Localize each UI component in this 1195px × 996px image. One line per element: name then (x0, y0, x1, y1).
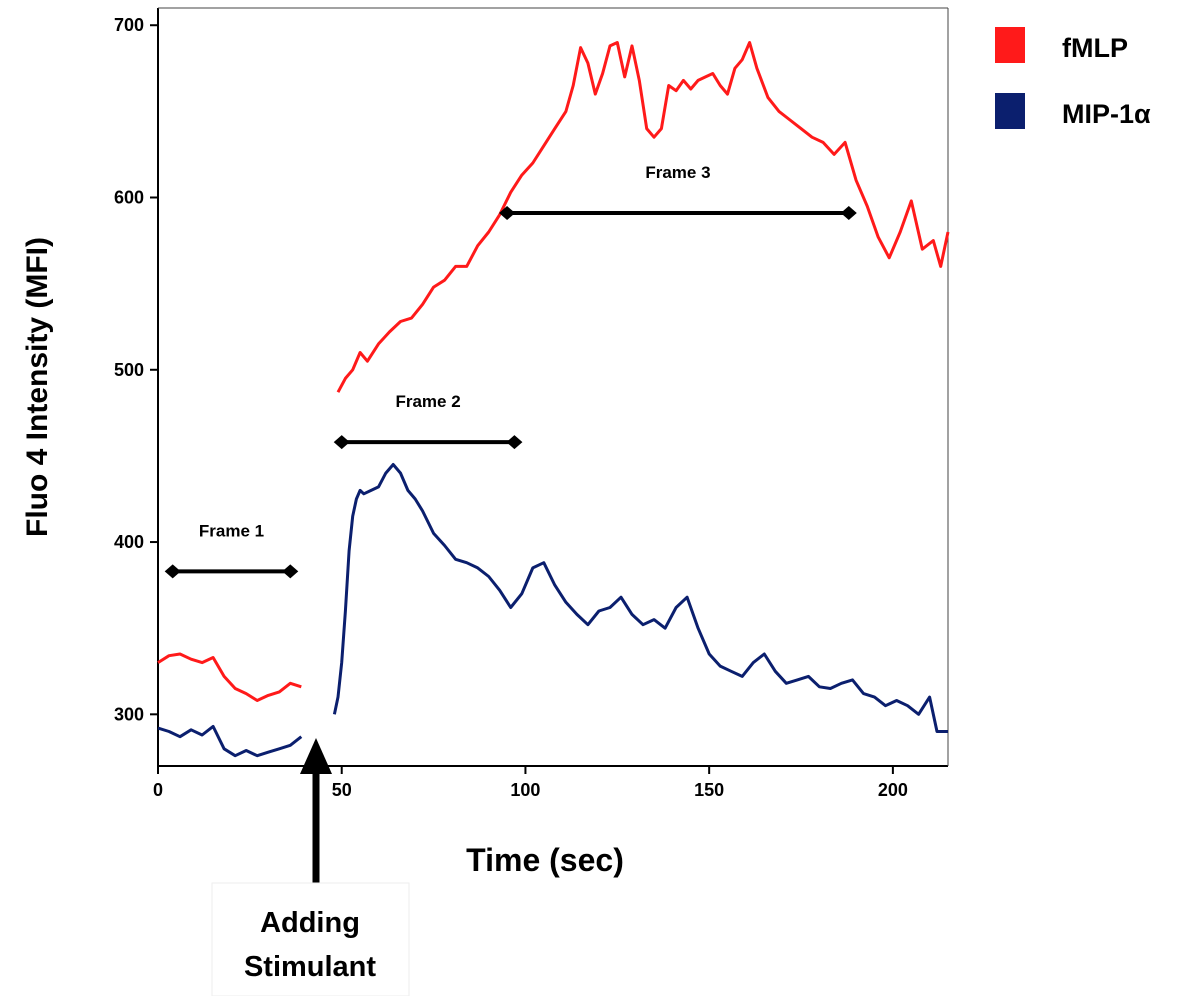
y-tick-label: 300 (114, 704, 144, 724)
legend-swatch-mip (995, 93, 1025, 129)
legend-label-fmlp: fMLP (1062, 33, 1128, 63)
frame-1-start-marker (164, 564, 181, 579)
frame-3-start-marker (499, 206, 516, 221)
y-tick-label: 400 (114, 532, 144, 552)
stimulant-arrowhead (300, 738, 332, 774)
frame-2-label: Frame 2 (395, 392, 460, 411)
x-tick-label: 200 (878, 780, 908, 800)
frame-annotations: Frame 1 Frame 2 Frame 3 (164, 163, 857, 579)
frame-2-end-marker (506, 435, 523, 450)
y-tick-label: 500 (114, 360, 144, 380)
series-lines (157, 41, 950, 758)
legend-swatch-fmlp (995, 27, 1025, 63)
series-line-fmlp-0 (157, 652, 302, 702)
frame-1-label: Frame 1 (199, 521, 264, 540)
x-tick-label: 100 (510, 780, 540, 800)
axis-ticks: 0 50 100 150 200 300 400 500 600 700 (114, 15, 908, 800)
x-tick-label: 50 (332, 780, 352, 800)
x-tick-label: 150 (694, 780, 724, 800)
x-axis-title: Time (sec) (466, 842, 624, 878)
x-tick-label: 0 (153, 780, 163, 800)
stimulant-annotation: Adding Stimulant (211, 738, 410, 996)
stimulant-label-line2: Stimulant (244, 951, 376, 983)
series-line-mip-0 (157, 724, 303, 758)
frame-3-label: Frame 3 (645, 163, 710, 182)
stimulant-label-box (211, 882, 410, 996)
y-tick-label: 700 (114, 15, 144, 35)
frame-1-end-marker (282, 564, 299, 579)
y-tick-label: 600 (114, 188, 144, 208)
y-axis-title: Fluo 4 Intensity (MFI) (21, 237, 54, 537)
legend: fMLP MIP-1α (995, 27, 1151, 129)
series-line-fmlp-1 (336, 41, 950, 393)
legend-label-mip: MIP-1α (1062, 99, 1151, 129)
series-line-mip-1 (332, 463, 948, 733)
frame-2-start-marker (333, 435, 350, 450)
frame-3-end-marker (840, 206, 857, 221)
stimulant-label-line1: Adding (260, 907, 360, 939)
